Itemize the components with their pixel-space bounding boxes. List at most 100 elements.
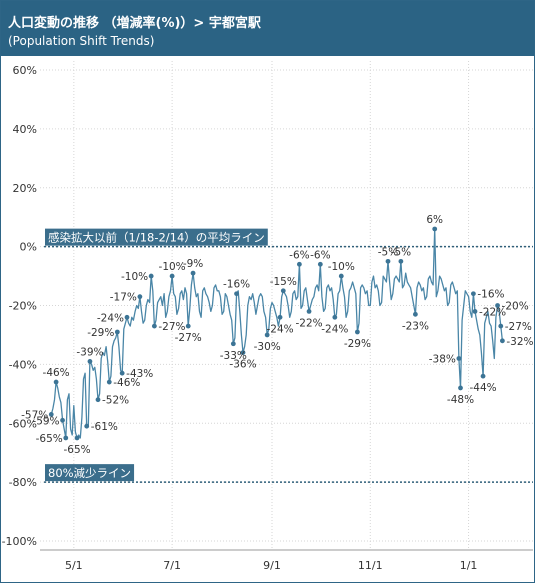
data-label: -65% bbox=[63, 444, 90, 456]
data-point bbox=[106, 379, 112, 385]
data-point bbox=[306, 308, 312, 314]
x-tick-label: 9/1 bbox=[263, 559, 281, 572]
data-point bbox=[480, 373, 486, 379]
data-point bbox=[48, 412, 54, 417]
data-label: -48% bbox=[447, 394, 474, 406]
reference-label-text: 80%減少ライン bbox=[48, 466, 131, 480]
data-point bbox=[264, 332, 270, 338]
x-tick-label: 1/1 bbox=[460, 559, 478, 572]
data-label: -38% bbox=[429, 353, 456, 365]
data-point bbox=[60, 417, 65, 423]
data-label: -17% bbox=[110, 292, 137, 304]
data-label: -6% bbox=[289, 249, 309, 261]
chart-title: 人口変動の推移 （増減率(%)）> 宇都宮駅 bbox=[8, 16, 261, 31]
data-label: -10% bbox=[328, 261, 355, 273]
data-label: -6% bbox=[310, 249, 330, 261]
data-point bbox=[499, 338, 505, 344]
data-point bbox=[169, 273, 175, 279]
data-label: -10% bbox=[159, 261, 186, 273]
data-label: -61% bbox=[91, 421, 118, 433]
data-point bbox=[95, 397, 101, 403]
data-label: -52% bbox=[102, 395, 129, 407]
reference-label-text: 感染拡大以前（1/18-2/14）の平均ライン bbox=[48, 231, 265, 245]
grid-lines bbox=[40, 61, 533, 551]
x-tick-label: 11/1 bbox=[358, 559, 383, 572]
y-tick-label: -20% bbox=[9, 300, 37, 313]
x-tick-label: 5/1 bbox=[65, 559, 83, 572]
chart-subtitle: (Population Shift Trends) bbox=[8, 34, 155, 48]
data-label: -32% bbox=[506, 336, 533, 348]
y-tick-label: -40% bbox=[9, 358, 37, 371]
y-tick-label: -80% bbox=[9, 476, 37, 489]
x-tick-label: 7/1 bbox=[163, 559, 181, 572]
data-label: 6% bbox=[426, 214, 443, 226]
data-label: -65% bbox=[36, 433, 63, 445]
data-point bbox=[114, 329, 120, 335]
data-label: -5% bbox=[391, 246, 411, 258]
data-point bbox=[317, 261, 323, 267]
y-axis-ticks: 60% 40% 20% 0% -20% -40% -60% -80% -100% bbox=[2, 64, 37, 548]
reference-label-bg bbox=[45, 228, 268, 246]
data-label: -44% bbox=[469, 382, 496, 394]
data-label: -10% bbox=[121, 271, 148, 283]
reference-label: 感染拡大以前（1/18-2/14）の平均ライン bbox=[45, 228, 268, 246]
data-label: -5% bbox=[378, 246, 398, 258]
data-label: -16% bbox=[477, 289, 504, 301]
data-label: -27% bbox=[175, 332, 202, 344]
data-label: -24% bbox=[321, 323, 348, 335]
data-labels: -57%-46%-59%-65%-65%-61%-39%-52%-46%-29%… bbox=[21, 214, 533, 456]
data-point bbox=[280, 288, 286, 294]
data-point bbox=[354, 329, 360, 335]
data-label: -27% bbox=[505, 321, 532, 333]
reference-label-bg bbox=[45, 464, 135, 482]
data-point bbox=[137, 294, 143, 300]
y-tick-label: 0% bbox=[20, 241, 37, 254]
y-tick-label: -100% bbox=[2, 535, 37, 548]
annotated-points bbox=[48, 226, 505, 441]
data-point bbox=[87, 359, 93, 364]
data-label: -9% bbox=[183, 258, 203, 270]
data-point bbox=[53, 379, 59, 385]
data-point bbox=[124, 314, 130, 320]
data-point bbox=[470, 291, 476, 297]
data-label: -15% bbox=[270, 276, 297, 288]
y-tick-label: 60% bbox=[13, 64, 37, 77]
reference-label: 80%減少ライン bbox=[45, 464, 135, 482]
data-point bbox=[472, 308, 478, 314]
data-label: -46% bbox=[43, 367, 70, 379]
data-point bbox=[74, 435, 80, 441]
data-point bbox=[385, 258, 391, 264]
data-label: -24% bbox=[97, 312, 124, 324]
data-point bbox=[119, 370, 125, 376]
data-point bbox=[185, 323, 191, 329]
data-label: -22% bbox=[295, 317, 322, 329]
data-label: -22% bbox=[479, 306, 506, 318]
data-label: -23% bbox=[402, 320, 429, 332]
data-point bbox=[296, 261, 302, 267]
data-label: -57% bbox=[21, 409, 48, 421]
data-point bbox=[190, 270, 196, 276]
data-label: -46% bbox=[113, 377, 140, 389]
data-label: -59% bbox=[32, 415, 59, 427]
data-point bbox=[63, 435, 69, 441]
data-point bbox=[458, 385, 463, 391]
chart-header: 人口変動の推移 （増減率(%)）> 宇都宮駅 (Population Shift… bbox=[1, 1, 534, 56]
data-point bbox=[230, 341, 236, 347]
data-point bbox=[498, 323, 504, 329]
data-point bbox=[398, 258, 404, 264]
data-point bbox=[234, 291, 239, 297]
data-label: -30% bbox=[254, 341, 281, 353]
data-point bbox=[332, 314, 338, 320]
data-label: -36% bbox=[229, 359, 256, 371]
data-point bbox=[277, 314, 283, 320]
data-point bbox=[84, 423, 90, 429]
x-axis-ticks: 5/1 7/1 9/1 11/1 1/1 bbox=[65, 559, 477, 572]
data-label: -29% bbox=[344, 338, 371, 350]
data-label: -24% bbox=[266, 323, 293, 335]
y-tick-label: 40% bbox=[13, 123, 37, 136]
data-label: -27% bbox=[158, 321, 185, 333]
data-point bbox=[495, 303, 500, 308]
data-point bbox=[456, 356, 462, 361]
data-point bbox=[338, 273, 344, 279]
